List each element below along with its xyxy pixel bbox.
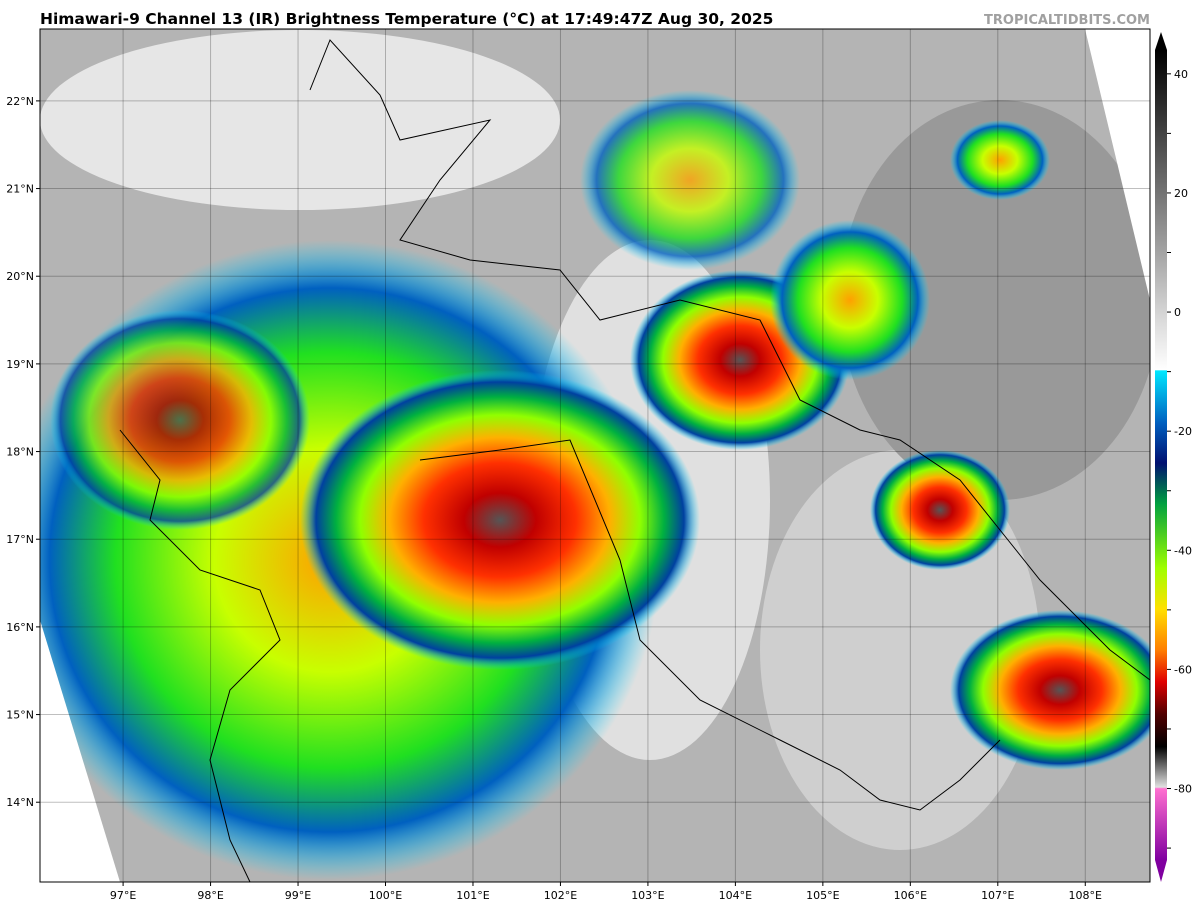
y-tick-label: 18°N [6, 446, 34, 459]
colorbar-tick-label: 40 [1174, 68, 1188, 81]
x-tick-label: 101°E [456, 889, 489, 902]
title: Himawari-9 Channel 13 (IR) Brightness Te… [40, 10, 773, 28]
colorbar-tick-label: 0 [1174, 306, 1181, 319]
colorbar-tick-label: -80 [1174, 783, 1192, 796]
x-tick-label: 100°E [369, 889, 402, 902]
x-tick-label: 108°E [1069, 889, 1102, 902]
y-tick-label: 21°N [6, 183, 34, 196]
x-tick-label: 97°E [110, 889, 136, 902]
x-tick-label: 104°E [719, 889, 752, 902]
x-tick-label: 98°E [197, 889, 223, 902]
y-tick-label: 17°N [6, 533, 34, 546]
colorbar [1155, 50, 1167, 860]
imagery [40, 29, 1150, 882]
x-tick-label: 107°E [981, 889, 1014, 902]
colorbar-tick-label: -60 [1174, 663, 1192, 676]
colorbar-tick-label: -40 [1174, 544, 1192, 557]
x-tick-label: 102°E [544, 889, 577, 902]
colorbar-tick-label: 20 [1174, 187, 1188, 200]
y-tick-label: 20°N [6, 270, 34, 283]
watermark: TROPICALTIDBITS.COM [984, 13, 1150, 28]
y-tick-label: 14°N [6, 796, 34, 809]
x-tick-label: 99°E [285, 889, 311, 902]
y-tick-label: 16°N [6, 621, 34, 634]
colorbar-top-arrow [1155, 32, 1167, 50]
x-tick-label: 105°E [806, 889, 839, 902]
y-tick-label: 19°N [6, 358, 34, 371]
map-frame [39, 28, 1151, 883]
y-tick-label: 15°N [6, 709, 34, 722]
x-tick-label: 103°E [631, 889, 664, 902]
y-tick-label: 22°N [6, 95, 34, 108]
colorbar-bottom-arrow [1155, 860, 1167, 882]
x-tick-label: 106°E [894, 889, 927, 902]
colorbar-tick-label: -20 [1174, 425, 1192, 438]
